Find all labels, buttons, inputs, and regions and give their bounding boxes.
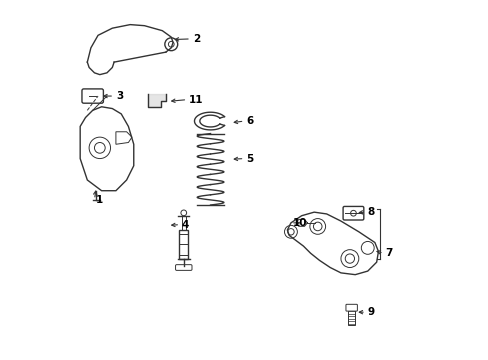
FancyBboxPatch shape [345,304,357,311]
FancyBboxPatch shape [181,216,185,230]
Text: 1: 1 [96,195,103,204]
Text: 3: 3 [116,91,123,101]
Text: 9: 9 [367,307,374,317]
FancyBboxPatch shape [82,89,103,103]
Text: 4: 4 [182,220,189,230]
FancyBboxPatch shape [343,206,363,220]
Polygon shape [148,94,165,107]
FancyBboxPatch shape [175,265,192,270]
Text: 5: 5 [246,154,253,163]
Text: 11: 11 [189,95,203,105]
Text: 8: 8 [367,207,374,217]
Text: 6: 6 [246,116,253,126]
FancyBboxPatch shape [347,310,354,325]
Text: 2: 2 [192,34,200,44]
Text: 7: 7 [385,248,392,258]
Text: 10: 10 [292,218,306,228]
FancyBboxPatch shape [179,230,188,258]
